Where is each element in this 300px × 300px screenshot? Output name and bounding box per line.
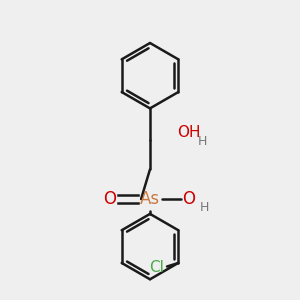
Text: O: O <box>182 190 195 208</box>
Text: H: H <box>198 135 208 148</box>
Text: OH: OH <box>177 125 200 140</box>
Text: Cl: Cl <box>149 260 164 275</box>
Text: As: As <box>140 190 160 208</box>
Text: H: H <box>200 201 209 214</box>
Text: O: O <box>103 190 116 208</box>
